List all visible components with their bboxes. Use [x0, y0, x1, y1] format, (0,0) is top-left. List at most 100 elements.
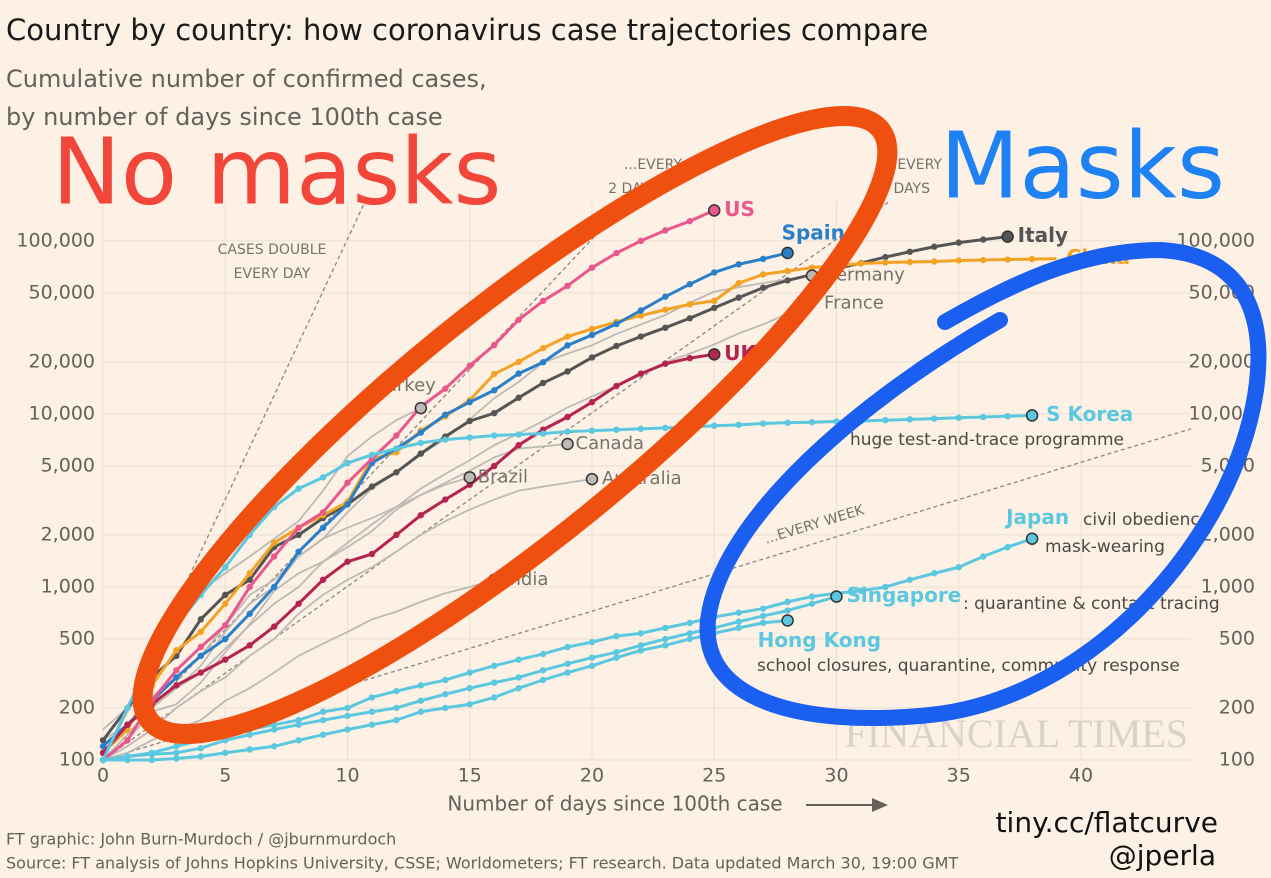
data-point: [319, 731, 327, 738]
data-point: [173, 667, 180, 674]
data-point: [466, 701, 473, 708]
data-point: [515, 656, 522, 663]
data-point: [1004, 256, 1011, 263]
data-point: [295, 524, 302, 531]
data-point: [490, 462, 498, 470]
data-point: [490, 662, 498, 670]
y-tick-label: 1,000: [41, 575, 95, 597]
data-point: [490, 387, 498, 394]
data-point: [368, 451, 376, 459]
data-point: [344, 712, 351, 720]
data-point: [906, 258, 914, 266]
end-point: [1001, 230, 1014, 243]
data-point: [148, 751, 156, 758]
data-point: [515, 316, 522, 323]
data-point: [857, 587, 865, 595]
data-point: [393, 432, 400, 439]
data-point: [735, 618, 742, 625]
y-tick-label-right: 10,000: [1189, 402, 1255, 424]
data-point: [613, 632, 620, 640]
data-point: [368, 721, 376, 728]
chart-title: Country by country: how coronavirus case…: [6, 13, 928, 47]
data-point: [759, 619, 767, 627]
data-point: [735, 624, 742, 632]
data-point: [124, 737, 131, 744]
data-point: [539, 379, 547, 387]
end-point: [1025, 409, 1039, 422]
data-point: [588, 398, 596, 406]
y-tick-label: 10,000: [29, 402, 95, 424]
y-tick-label: 100,000: [16, 229, 95, 251]
data-point: [808, 600, 816, 607]
data-point: [882, 259, 889, 266]
x-tick-label: 20: [580, 765, 604, 787]
data-point: [637, 425, 645, 433]
data-point: [759, 284, 767, 291]
data-point: [197, 753, 204, 760]
data-point: [173, 647, 180, 654]
data-point: [197, 745, 204, 752]
data-point: [319, 524, 327, 531]
data-point: [490, 694, 498, 701]
data-point: [564, 643, 571, 651]
data-point: [295, 721, 302, 728]
data-point: [173, 755, 180, 762]
end-point: [585, 472, 599, 486]
series-line: [102, 308, 813, 761]
data-point: [295, 716, 302, 724]
data-point: [466, 434, 473, 441]
data-point: [613, 382, 620, 390]
data-point: [417, 682, 425, 689]
data-point: [882, 253, 889, 261]
y-tick-label-right: 500: [1219, 628, 1255, 650]
data-point: [515, 370, 522, 377]
y-tick-label-right: 200: [1219, 696, 1255, 718]
data-point: [539, 359, 547, 366]
data-point: [539, 667, 547, 674]
x-axis-label: Number of days since 100th case: [447, 792, 782, 816]
end-point: [830, 590, 843, 603]
data-point: [711, 297, 718, 305]
data-point: [368, 694, 376, 701]
data-point: [588, 331, 596, 339]
data-point: [711, 422, 718, 429]
data-point: [735, 294, 742, 301]
y-tick-label: 5,000: [41, 455, 95, 477]
data-point: [148, 756, 156, 764]
data-point: [319, 474, 327, 481]
data-point: [931, 243, 938, 250]
data-point: [1004, 543, 1011, 551]
end-point: [781, 246, 794, 260]
data-point: [270, 743, 278, 750]
data-point: [662, 642, 669, 649]
data-point: [662, 360, 669, 367]
end-point: [781, 614, 794, 627]
data-point: [99, 737, 107, 744]
annotation: : quarantine & contact tracing: [963, 594, 1220, 614]
data-point: [931, 258, 938, 265]
x-tick-label: 40: [1069, 765, 1093, 787]
data-point: [784, 277, 791, 284]
data-point: [759, 420, 767, 427]
data-point: [393, 716, 400, 724]
data-point: [808, 419, 816, 426]
data-point: [588, 354, 596, 361]
data-point: [99, 756, 107, 764]
data-point: [857, 260, 865, 267]
data-point: [1004, 413, 1011, 420]
data-point: [613, 654, 620, 661]
data-point: [393, 469, 400, 476]
data-point: [931, 570, 938, 577]
data-point: [393, 704, 400, 712]
data-point: [564, 669, 571, 676]
data-point: [686, 354, 693, 362]
data-point: [515, 441, 522, 449]
data-point: [515, 358, 522, 366]
data-point: [979, 553, 987, 560]
data-point: [784, 419, 791, 426]
data-point: [539, 430, 547, 437]
y-tick-label-right: 100: [1219, 749, 1255, 771]
data-point: [662, 293, 669, 300]
